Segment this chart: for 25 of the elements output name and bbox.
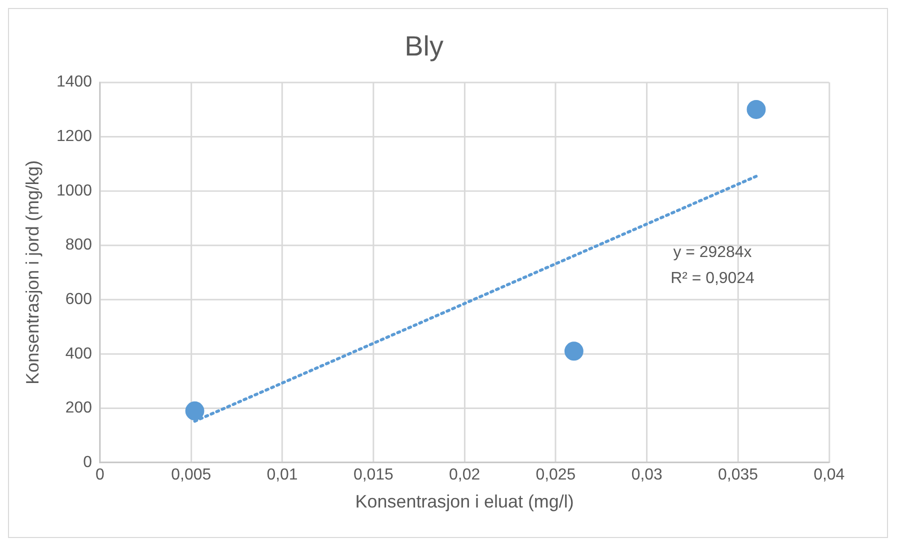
y-tick-label: 400 bbox=[65, 345, 92, 362]
y-tick-label: 1400 bbox=[56, 74, 92, 91]
point bbox=[185, 401, 204, 420]
y-tick-label: 800 bbox=[65, 236, 92, 254]
annotation: R² = 0,9024 bbox=[670, 270, 754, 288]
point bbox=[746, 100, 766, 119]
x-tick-label: 0,035 bbox=[718, 466, 758, 484]
x-tick-label: 0,04 bbox=[814, 466, 845, 484]
x-tick-label: 0,015 bbox=[353, 466, 394, 484]
x-tick-label: 0,01 bbox=[266, 466, 298, 484]
chart-title: Bly bbox=[404, 30, 444, 62]
y-tick-label: 1000 bbox=[56, 182, 92, 200]
x-tick-label: 0,025 bbox=[536, 466, 576, 484]
x-tick-label: 0,02 bbox=[449, 466, 480, 484]
x-tick-label: 0,03 bbox=[631, 466, 662, 484]
y-tick-label: 600 bbox=[65, 290, 92, 308]
x-axis-title: Konsentrasjon i eluat (mg/l) bbox=[355, 491, 574, 512]
x-tick-label: 0 bbox=[96, 466, 105, 484]
point bbox=[564, 342, 584, 361]
y-axis-title: Konsentrasjon i jord (mg/kg) bbox=[22, 160, 43, 384]
x-tick-label: 0,005 bbox=[171, 466, 212, 484]
annotation: y = 29284x bbox=[673, 244, 752, 262]
y-tick-label: 1200 bbox=[56, 128, 92, 146]
y-tick-label: 200 bbox=[65, 400, 92, 417]
y-tick-label: 0 bbox=[83, 454, 92, 471]
